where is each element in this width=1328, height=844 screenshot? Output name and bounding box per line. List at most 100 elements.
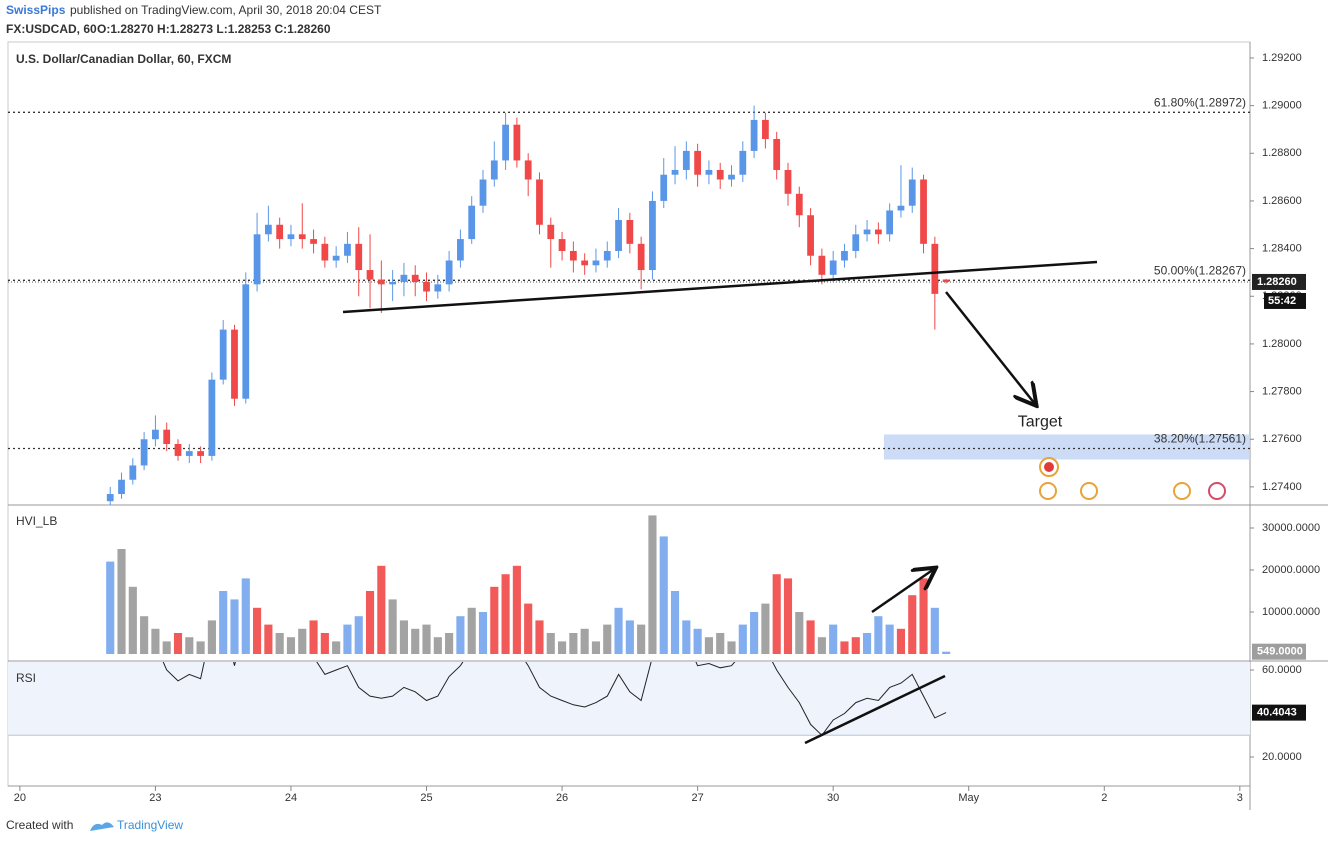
bar <box>140 616 149 654</box>
bar <box>478 612 488 654</box>
candle-body <box>829 260 837 275</box>
rsi-line <box>162 662 947 737</box>
candle-body <box>332 255 340 261</box>
candles <box>8 105 1250 505</box>
bar <box>693 628 702 654</box>
candle-body <box>400 274 408 282</box>
candle-body <box>637 243 645 271</box>
candle-body <box>434 284 442 292</box>
candle-body <box>502 124 509 161</box>
candle-body <box>920 179 927 244</box>
candle-body <box>694 150 702 175</box>
footer-created: Created with <box>6 818 73 832</box>
candle-body <box>671 169 679 175</box>
bar <box>524 603 533 654</box>
candle-body <box>479 179 487 206</box>
published: published on TradingView.com, April 30, … <box>70 3 382 17</box>
candle-body <box>468 205 476 240</box>
candle-body <box>129 465 137 480</box>
bar <box>738 624 747 654</box>
candle-body <box>784 169 792 194</box>
candle-body <box>457 239 464 261</box>
y-tick-label: 1.29200 <box>1262 52 1302 64</box>
y-tick-label: 10000.0000 <box>1262 606 1320 618</box>
candle-body <box>219 329 227 380</box>
y-tick-label: 30000.0000 <box>1262 522 1320 534</box>
candle-body <box>841 250 848 261</box>
bar <box>253 607 262 654</box>
x-tick-label: 26 <box>556 792 568 804</box>
candle-body <box>581 260 589 266</box>
candle-body <box>592 260 600 266</box>
bar <box>230 599 239 654</box>
rsi <box>8 662 1250 737</box>
rsi-trendline <box>804 674 946 745</box>
last-value-label-box <box>1252 704 1306 721</box>
bar <box>783 578 793 654</box>
bar <box>422 624 431 654</box>
candle-body <box>490 160 498 180</box>
candle-body <box>185 451 193 456</box>
bar <box>795 612 804 654</box>
bar <box>501 574 510 654</box>
x-tick-label: 25 <box>420 792 432 804</box>
candle-body <box>558 239 566 251</box>
bar <box>772 574 781 654</box>
x-tick-label: 2 <box>1101 792 1107 804</box>
bar <box>930 607 939 654</box>
candle-body <box>716 169 724 180</box>
candle-body <box>536 179 543 225</box>
bar <box>614 607 623 654</box>
candle-body <box>276 224 284 240</box>
fib-label: 50.00%(1.28267) <box>1154 263 1246 277</box>
candle-body <box>140 439 148 466</box>
candle-body <box>547 224 555 240</box>
last-value-label: 549.0000 <box>1257 646 1303 658</box>
bar <box>670 591 680 654</box>
bar <box>896 628 906 654</box>
candle-body <box>287 234 295 240</box>
bar <box>727 641 736 654</box>
bar <box>908 595 917 654</box>
candle-body <box>818 255 826 275</box>
candle-body <box>298 234 306 240</box>
bar <box>919 578 928 654</box>
last-price-label: 1.28260 <box>1257 276 1297 288</box>
bar <box>377 565 386 654</box>
bar <box>445 632 454 654</box>
candle-body <box>423 281 430 292</box>
bar <box>399 620 408 654</box>
volume-arrow <box>871 569 934 614</box>
candle-body <box>524 160 532 180</box>
bar <box>806 620 815 654</box>
x-tick-label: 27 <box>691 792 703 804</box>
bar <box>659 536 668 654</box>
candle-body <box>377 279 385 285</box>
countdown: 55:42 <box>1268 295 1296 307</box>
bar <box>761 603 770 654</box>
bar <box>885 624 894 654</box>
target-zone <box>884 434 1250 460</box>
last-value-label-box <box>1252 643 1306 660</box>
indicator-title: RSI <box>16 671 36 685</box>
bar <box>106 561 115 654</box>
candle-body <box>152 429 159 440</box>
y-tick-label: 1.28800 <box>1262 147 1302 159</box>
bar <box>173 632 183 654</box>
bar <box>117 549 126 654</box>
bar <box>309 620 318 654</box>
ohlc: O:1.28270 H:1.28273 L:1.28253 C:1.28260 <box>97 22 331 36</box>
bar <box>874 616 883 654</box>
bar <box>490 586 499 654</box>
candle-body <box>603 250 611 261</box>
candle-body <box>931 243 939 294</box>
bar <box>851 637 860 654</box>
bar <box>682 620 691 654</box>
bar <box>750 612 759 654</box>
fib-label: 61.80%(1.28972) <box>1154 95 1246 109</box>
bar <box>320 632 329 654</box>
candle-body <box>344 243 351 256</box>
bar <box>942 651 951 654</box>
candle-body <box>660 174 668 201</box>
volume-bars <box>106 515 951 654</box>
